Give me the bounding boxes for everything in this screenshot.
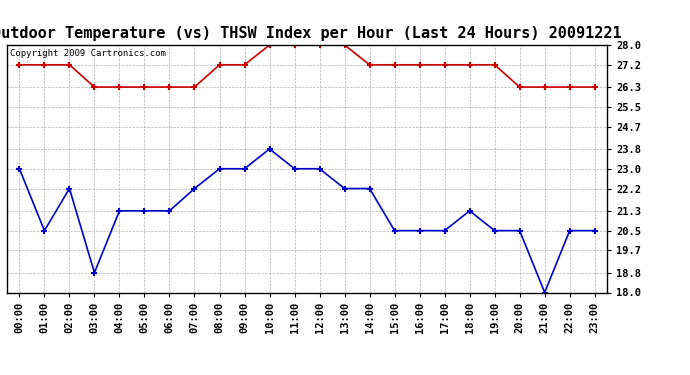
- Title: Outdoor Temperature (vs) THSW Index per Hour (Last 24 Hours) 20091221: Outdoor Temperature (vs) THSW Index per …: [0, 26, 622, 41]
- Text: Copyright 2009 Cartronics.com: Copyright 2009 Cartronics.com: [10, 49, 166, 58]
